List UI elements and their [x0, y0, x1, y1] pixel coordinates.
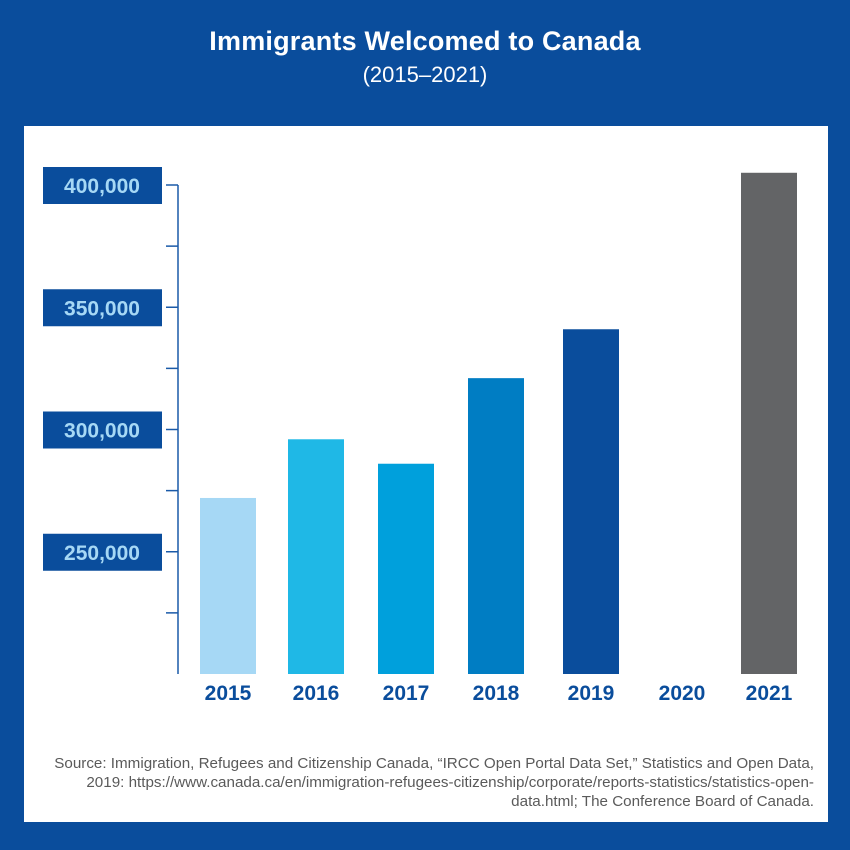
chart-panel: 400,000 350,000 300,000 250,000 2015 2016 2017…	[24, 126, 828, 822]
x-tick-label-2017: 2017	[383, 682, 430, 705]
chart-subtitle: (2015–2021)	[362, 62, 488, 87]
bar-chart: 400,000 350,000 300,000 250,000 2015 2016 2017…	[43, 167, 797, 705]
y-tick-label-box	[43, 533, 162, 571]
bar-2019	[563, 329, 619, 674]
bar-2017	[378, 463, 434, 674]
bar-2021	[741, 172, 797, 674]
chart-title: Immigrants Welcomed to Canada	[209, 26, 641, 56]
y-tick-label: 350,000	[64, 297, 140, 320]
bar-2015	[200, 497, 256, 674]
x-tick-label-2015: 2015	[205, 682, 252, 705]
x-tick-label-2019: 2019	[568, 682, 615, 705]
x-tick-label-2021: 2021	[746, 682, 793, 705]
source-note: Source: Immigration, Refugees and Citize…	[54, 755, 814, 810]
y-tick-label-box	[43, 289, 162, 327]
x-tick-label-2016: 2016	[293, 682, 340, 705]
bar-2018	[468, 378, 524, 674]
x-tick-label-2020: 2020	[659, 682, 706, 705]
bar-2016	[288, 439, 344, 674]
y-tick-label: 250,000	[64, 542, 140, 565]
y-tick-label: 300,000	[64, 420, 140, 443]
y-tick-label-box	[43, 167, 162, 204]
y-tick-label: 400,000	[64, 175, 140, 198]
x-tick-label-2018: 2018	[473, 682, 520, 705]
y-tick-label-box	[43, 411, 162, 449]
